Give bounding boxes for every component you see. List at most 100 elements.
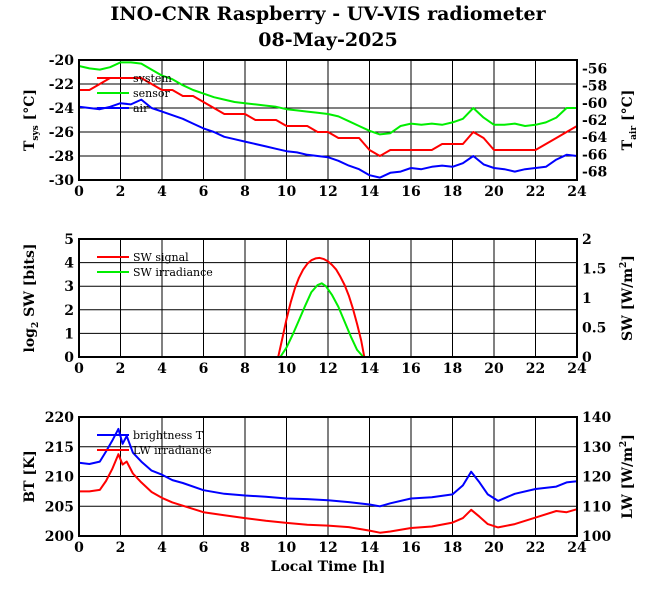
- panel2-y-left-tick-label: 200: [45, 529, 74, 545]
- panel1-legend-label-0: SW signal: [133, 251, 189, 264]
- panel0-x-tick-label: 8: [240, 184, 250, 200]
- panel0-x-tick-label: 2: [116, 184, 126, 200]
- panel1-series-sw-irradiance-line: [79, 282, 577, 358]
- panel2-y-right-tick-label: 130: [582, 440, 611, 456]
- panel1-y-right-tick-label: 1.5: [582, 262, 606, 278]
- panel1-x-tick-label: 16: [401, 361, 420, 377]
- panel2-left-axis-label: BT [K]: [22, 450, 38, 503]
- panel0-x-tick-label: 12: [318, 184, 337, 200]
- panel0-series-sensor-line: [78, 61, 577, 136]
- panel1-series-sw-signal-line: [79, 256, 577, 358]
- panel1-x-tick-label: 24: [567, 361, 587, 377]
- panel0-x-tick-label: 16: [401, 184, 420, 200]
- panel1-x-tick-label: 0: [74, 361, 84, 377]
- panel1-y-left-tick-label: 4: [64, 256, 74, 272]
- panel0-y-right-tick-label: -58: [582, 79, 607, 95]
- panel1-x-tick-label: 14: [360, 361, 380, 377]
- panel2-series-lw-irradiance-line: [79, 453, 578, 534]
- panel2-y-right-tick-label: 120: [582, 470, 611, 486]
- panel2-x-tick-label: 6: [199, 540, 209, 556]
- panel0-y-right-tick-label: -64: [582, 130, 608, 146]
- panel1-x-tick-label: 12: [318, 361, 337, 377]
- panel2-x-tick-label: 0: [74, 540, 84, 556]
- panel1-x-tick-label: 2: [116, 361, 126, 377]
- chart-title: INO-CNR Raspberry - UV-VIS radiometer: [110, 3, 546, 25]
- panel1-y-right-tick-label: 0: [582, 350, 592, 366]
- panel2-x-tick-label: 14: [360, 540, 380, 556]
- panel1-y-left-tick-label: 0: [64, 350, 74, 366]
- panel2-legend-label-1: LW irradiance: [133, 444, 212, 457]
- panel0-y-right-tick-label: -56: [582, 62, 607, 78]
- panel0-legend-label-1: sensor: [133, 87, 171, 100]
- panel0-legend-label-0: system: [133, 72, 172, 85]
- panel2-x-tick-label: 12: [318, 540, 337, 556]
- panel0-x-tick-label: 14: [360, 184, 380, 200]
- panel1-x-tick-label: 8: [240, 361, 250, 377]
- chart-subtitle: 08-May-2025: [258, 29, 397, 51]
- panel1-x-tick-label: 18: [443, 361, 462, 377]
- panel0-y-right-tick-label: -62: [582, 113, 607, 129]
- panel1-x-tick-label: 6: [199, 361, 209, 377]
- panel2-frame: [78, 416, 578, 537]
- panel2-x-axis-label: Local Time [h]: [271, 559, 386, 575]
- panel1-frame: [78, 238, 578, 358]
- panel2-x-tick-label: 10: [277, 540, 297, 556]
- panel2-x-tick-label: 20: [484, 540, 504, 556]
- panel2-series-brightness-t-line: [78, 427, 578, 508]
- panel0-series-system-line: [79, 77, 578, 157]
- panel0-frame: [78, 59, 578, 181]
- panel1-right-axis-label: SW [W/m2]: [619, 255, 636, 341]
- panel1-y-left-tick-label: 2: [64, 303, 74, 319]
- panel0-y-left-tick-label: -22: [49, 77, 74, 93]
- panel2-x-tick-label: 8: [240, 540, 250, 556]
- panel2-y-right-tick-label: 110: [582, 499, 611, 515]
- panel0-y-left-tick-label: -24: [49, 101, 75, 117]
- panel2-x-tick-label: 22: [526, 540, 545, 556]
- panel0-x-tick-label: 10: [277, 184, 297, 200]
- panel0-x-tick-label: 18: [443, 184, 462, 200]
- panel0-y-left-tick-label: -20: [49, 53, 75, 69]
- panel2-y-right-tick-label: 140: [582, 410, 611, 426]
- panel2-y-left-tick-label: 220: [45, 410, 74, 426]
- panel0-left-axis-label: Tsys [°C]: [22, 89, 41, 151]
- panel2-x-tick-label: 2: [116, 540, 126, 556]
- panel2-y-left-tick-label: 215: [45, 440, 74, 456]
- panel1-x-tick-label: 4: [157, 361, 167, 377]
- panel0-legend-label-2: air: [133, 102, 149, 115]
- panel1-y-left-tick-label: 1: [64, 326, 74, 342]
- panel0-series-air-line: [78, 98, 578, 179]
- panel1-x-tick-label: 10: [277, 361, 297, 377]
- panel2-x-tick-label: 18: [443, 540, 462, 556]
- panel1-y-right-tick-label: 1: [582, 291, 592, 307]
- panel2-y-right-tick-label: 100: [582, 529, 611, 545]
- panel1-y-right-tick-label: 0.5: [582, 321, 606, 337]
- panel0-x-tick-label: 0: [74, 184, 84, 200]
- panel0-y-left-tick-label: -30: [49, 173, 75, 189]
- panel0-y-left-tick-label: -28: [49, 149, 74, 165]
- panel1-y-left-tick-label: 5: [64, 232, 74, 248]
- panel2-legend-label-0: brightness T: [133, 429, 204, 442]
- panel1-x-tick-label: 20: [484, 361, 504, 377]
- panel2-y-left-tick-label: 205: [45, 499, 74, 515]
- panel0-x-tick-label: 22: [526, 184, 545, 200]
- panel0-y-right-tick-label: -68: [582, 164, 607, 180]
- panel0-y-left-tick-label: -26: [49, 125, 74, 141]
- panel1-legend-label-1: SW irradiance: [133, 266, 213, 279]
- panel0-x-tick-label: 24: [567, 184, 587, 200]
- panel0-x-tick-label: 4: [157, 184, 167, 200]
- panel0-x-tick-label: 6: [199, 184, 209, 200]
- panel2-x-tick-label: 16: [401, 540, 420, 556]
- panel0-x-tick-label: 20: [484, 184, 504, 200]
- panel0-right-axis-label: Tair [°C]: [620, 90, 639, 151]
- panel2-x-tick-label: 24: [567, 540, 587, 556]
- panel2-y-left-tick-label: 210: [45, 470, 74, 486]
- panel0-y-right-tick-label: -60: [582, 96, 608, 112]
- panel2-right-axis-label: LW [W/m2]: [619, 434, 636, 519]
- panel2-x-tick-label: 4: [157, 540, 167, 556]
- panel1-y-left-tick-label: 3: [64, 279, 74, 295]
- panel1-x-tick-label: 22: [526, 361, 545, 377]
- panel1-y-right-tick-label: 2: [582, 232, 592, 248]
- panel0-y-right-tick-label: -66: [582, 147, 607, 163]
